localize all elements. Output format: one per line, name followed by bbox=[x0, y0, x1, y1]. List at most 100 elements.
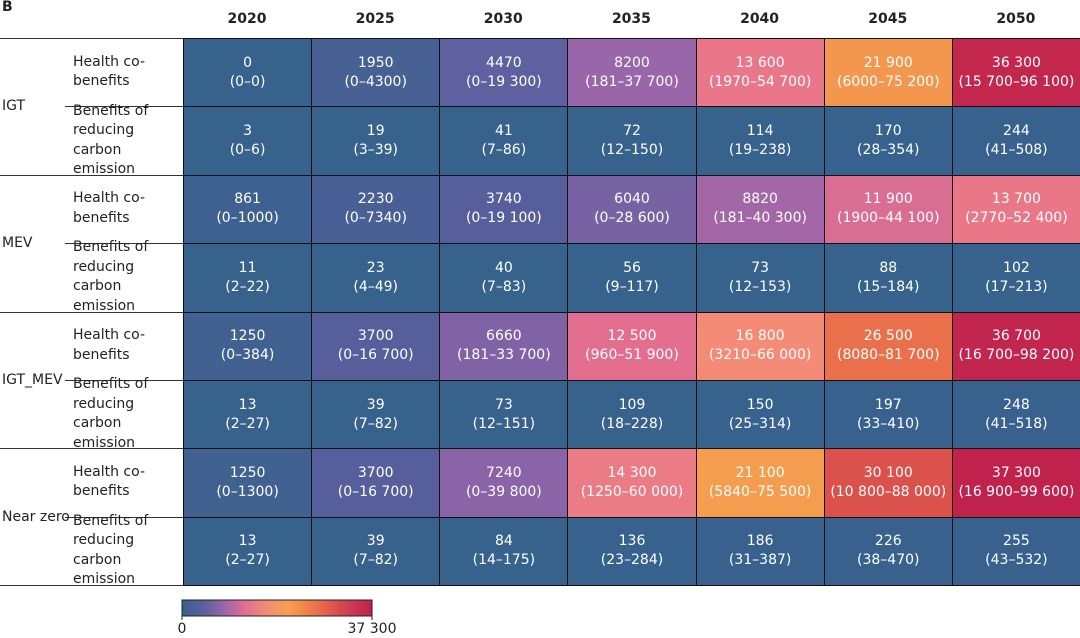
group-separator bbox=[0, 174, 183, 176]
cell-range: (18–228) bbox=[600, 415, 664, 432]
cell-range: (31–387) bbox=[728, 552, 792, 569]
cell-range: (12–150) bbox=[600, 142, 664, 159]
cell-value: 2230 bbox=[357, 191, 394, 208]
group-separator bbox=[0, 38, 183, 39]
cell-value: 7240 bbox=[486, 464, 522, 481]
cell-range: (12–151) bbox=[472, 415, 536, 432]
heatmap-cell: 109 (18–228) bbox=[567, 379, 697, 450]
heatmap-cell: 102 (17–213) bbox=[951, 243, 1080, 313]
cell-range: (23–284) bbox=[600, 552, 664, 569]
heatmap-cell: 170 (28–354) bbox=[823, 106, 953, 176]
row-separator bbox=[65, 516, 183, 518]
cell-range: (6000–75 200) bbox=[837, 73, 940, 90]
cell-value: 150 bbox=[746, 396, 774, 413]
cell-range: (43–532) bbox=[985, 552, 1048, 569]
cell-value: 8820 bbox=[742, 191, 778, 208]
cell-value: 861 bbox=[234, 191, 261, 208]
cell-value: 226 bbox=[874, 533, 902, 550]
heatmap-cell: 40 (7–83) bbox=[439, 243, 569, 313]
cell-value: 170 bbox=[874, 123, 902, 140]
column-header: 2040 bbox=[740, 11, 780, 27]
cell-range: (15–184) bbox=[857, 278, 920, 295]
heatmap-cell: 19 (3–39) bbox=[311, 106, 441, 176]
heatmap-cell: 13 (2–27) bbox=[183, 379, 313, 450]
heatmap-cell: 8820 (181–40 300) bbox=[695, 174, 825, 245]
row-label: Benefits of reducing carbon emission bbox=[73, 376, 149, 451]
heatmap-cell: 36 300 (15 700–96 100) bbox=[951, 38, 1080, 108]
column-header: 2020 bbox=[227, 11, 267, 27]
cell-range: (2770–52 400) bbox=[965, 210, 1068, 227]
cell-value: 73 bbox=[751, 259, 770, 276]
cell-value: 0 bbox=[243, 54, 253, 71]
cell-range: (25–314) bbox=[728, 415, 792, 432]
heatmap-cell: 23 (4–49) bbox=[311, 243, 441, 313]
heatmap-cell: 3740 (0–19 100) bbox=[439, 174, 569, 245]
heatmap-cell: 37 300 (16 900–99 600) bbox=[951, 448, 1080, 518]
cell-range: (16 900–99 600) bbox=[958, 483, 1075, 500]
cell-value: 6040 bbox=[614, 191, 650, 208]
cell-range: (12–153) bbox=[728, 278, 792, 295]
heatmap-cell: 14 300 (1250–60 000) bbox=[567, 448, 697, 518]
cell-range: (33–410) bbox=[857, 415, 920, 432]
cell-range: (1900–44 100) bbox=[837, 210, 940, 227]
cell-range: (16 700–98 200) bbox=[958, 347, 1075, 364]
cell-value: 6660 bbox=[486, 328, 522, 345]
cell-range: (8080–81 700) bbox=[837, 347, 940, 364]
cell-value: 3 bbox=[243, 123, 253, 140]
column-header: 2030 bbox=[483, 11, 523, 27]
cell-range: (7–86) bbox=[481, 142, 527, 159]
heatmap-cell: 11 (2–22) bbox=[183, 243, 313, 313]
heatmap-cell: 16 800 (3210–66 000) bbox=[695, 311, 825, 381]
colorbar bbox=[181, 599, 373, 620]
cell-range: (1250–60 000) bbox=[580, 483, 684, 500]
cell-value: 197 bbox=[874, 396, 902, 413]
heatmap-cell: 1950 (0–4300) bbox=[311, 38, 441, 108]
colorbar-bar bbox=[181, 599, 373, 617]
cell-range: (7–83) bbox=[481, 278, 527, 295]
heatmap-cell: 861 (0–1000) bbox=[183, 174, 313, 245]
cell-value: 72 bbox=[623, 123, 641, 140]
row-label: Health co-benefits bbox=[73, 327, 145, 363]
heatmap-cell: 21 100 (5840–75 500) bbox=[695, 448, 825, 518]
cell-range: (181–33 700) bbox=[457, 347, 551, 364]
heatmap-cell: 1250 (0–384) bbox=[183, 311, 313, 381]
cell-value: 109 bbox=[618, 396, 646, 413]
heatmap-cell: 186 (31–387) bbox=[695, 516, 825, 586]
row-label: Benefits of reducing carbon emission bbox=[73, 102, 149, 178]
panel-label: B bbox=[2, 0, 13, 15]
cell-value: 13 bbox=[238, 533, 257, 550]
cell-value: 136 bbox=[618, 533, 646, 550]
group-separator bbox=[0, 448, 183, 450]
cell-range: (0–384) bbox=[220, 347, 275, 364]
cell-range: (41–508) bbox=[985, 142, 1048, 159]
heatmap-cell: 4470 (0–19 300) bbox=[439, 38, 569, 108]
cell-range: (181–40 300) bbox=[713, 210, 807, 227]
cell-value: 14 300 bbox=[607, 464, 657, 481]
heatmap-cell: 13 700 (2770–52 400) bbox=[951, 174, 1080, 245]
cell-value: 13 bbox=[238, 396, 257, 413]
cell-range: (0–16 700) bbox=[337, 347, 414, 364]
heatmap-cell: 73 (12–153) bbox=[695, 243, 825, 313]
heatmap-cell: 114 (19–238) bbox=[695, 106, 825, 176]
cell-range: (15 700–96 100) bbox=[958, 73, 1075, 90]
cell-value: 255 bbox=[1003, 533, 1030, 550]
row-label: Health co-benefits bbox=[73, 190, 145, 226]
cell-value: 248 bbox=[1003, 396, 1030, 413]
cell-range: (181–37 700) bbox=[585, 73, 679, 90]
cell-value: 1250 bbox=[229, 328, 266, 345]
cell-value: 19 bbox=[366, 123, 385, 140]
cell-range: (1970–54 700) bbox=[708, 73, 812, 90]
cell-value: 56 bbox=[623, 259, 641, 276]
heatmap-cell: 3700 (0–16 700) bbox=[311, 448, 441, 518]
cell-value: 39 bbox=[366, 396, 385, 413]
cell-value: 186 bbox=[746, 533, 774, 550]
column-header: 2045 bbox=[868, 11, 908, 27]
heatmap-cell: 39 (7–82) bbox=[311, 516, 441, 586]
cell-range: (7–82) bbox=[353, 552, 399, 569]
cell-value: 12 500 bbox=[607, 328, 657, 345]
cell-range: (2–27) bbox=[225, 415, 270, 432]
cell-value: 40 bbox=[494, 259, 513, 276]
cell-value: 1250 bbox=[229, 464, 266, 481]
column-header: 2035 bbox=[611, 11, 651, 27]
cell-value: 88 bbox=[879, 259, 898, 276]
